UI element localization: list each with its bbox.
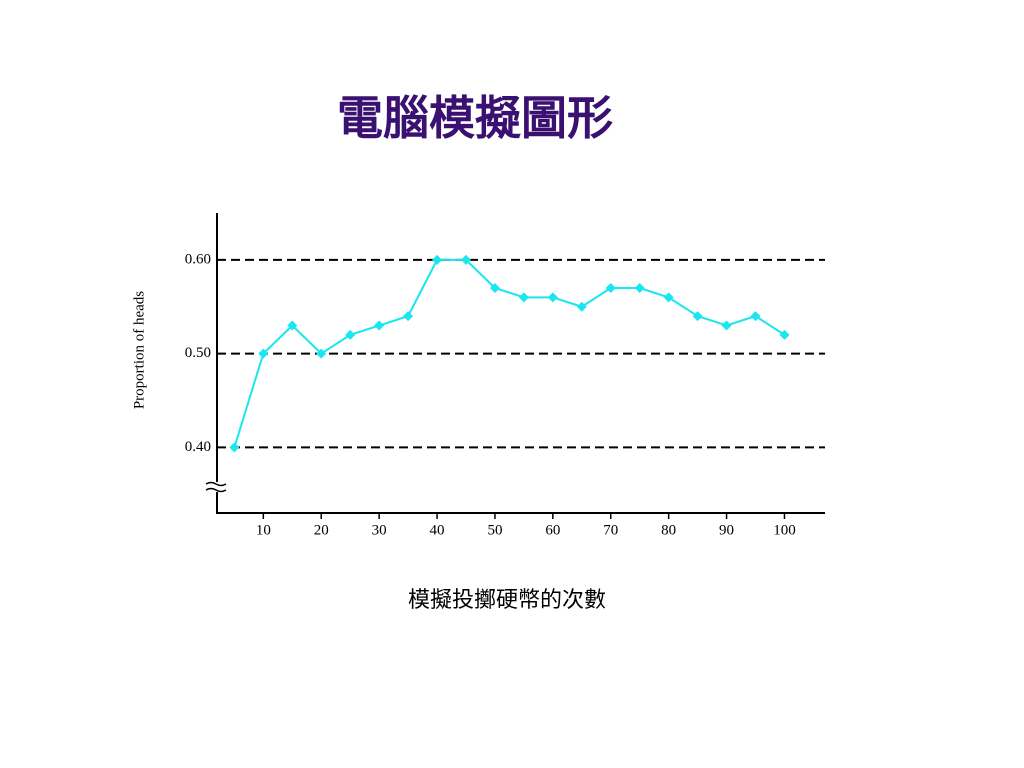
slide-title: 電腦模擬圖形 <box>337 91 613 145</box>
data-point <box>750 311 761 322</box>
x-tick-label: 40 <box>430 522 445 538</box>
data-line <box>233 258 786 448</box>
x-tick-label: 100 <box>773 522 796 538</box>
axis-break <box>205 481 227 493</box>
x-axis-label: 模擬投擲硬幣的次數 <box>408 588 606 613</box>
data-point <box>316 348 327 359</box>
x-tick-label: 10 <box>256 522 271 538</box>
x-tick-label: 50 <box>487 522 502 538</box>
data-point <box>634 283 645 293</box>
x-tick-label: 20 <box>314 522 329 538</box>
x-tick-label: 60 <box>545 522 560 538</box>
y-tick-label: 0.50 <box>185 345 211 361</box>
x-tick-label: 30 <box>372 522 387 538</box>
y-axis-label: Proportion of heads <box>131 291 147 409</box>
y-tick-label: 0.60 <box>185 251 211 267</box>
data-point <box>605 283 616 293</box>
data-point <box>258 348 269 359</box>
x-tick-label: 80 <box>661 522 676 538</box>
y-tick-label: 0.40 <box>185 439 211 455</box>
data-point <box>489 283 500 293</box>
data-point <box>229 442 240 453</box>
data-point <box>518 292 529 303</box>
data-point <box>576 301 587 312</box>
data-point <box>460 254 471 265</box>
data-point <box>692 311 703 322</box>
data-point <box>779 329 790 340</box>
data-point <box>374 320 385 331</box>
data-point <box>547 292 558 303</box>
data-point <box>403 311 414 322</box>
x-tick-label: 90 <box>719 522 734 538</box>
data-point <box>432 254 443 265</box>
data-point <box>663 292 674 303</box>
x-tick-label: 70 <box>603 522 618 538</box>
data-point <box>345 329 356 340</box>
data-point <box>287 320 298 331</box>
data-point <box>721 320 732 331</box>
